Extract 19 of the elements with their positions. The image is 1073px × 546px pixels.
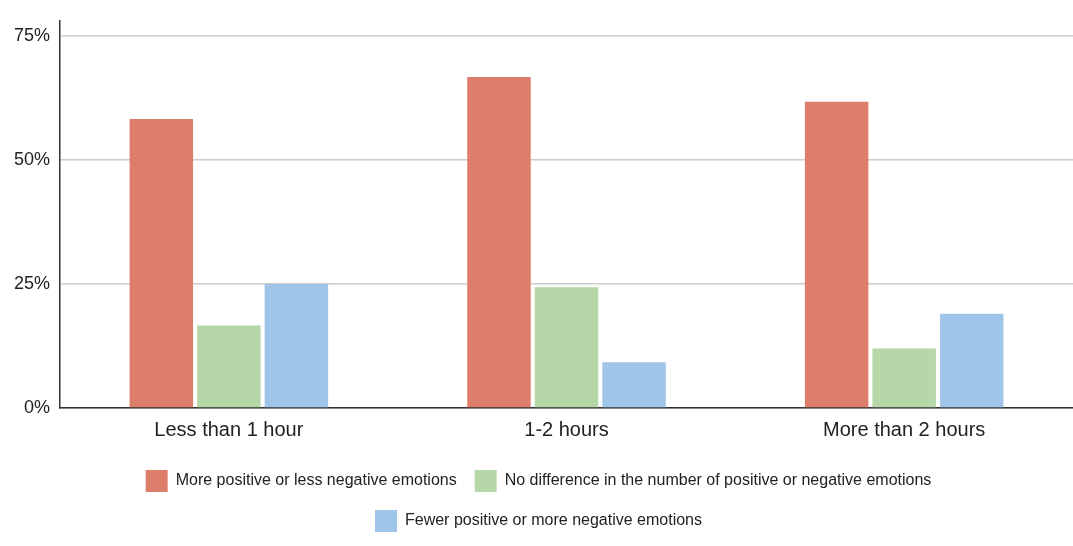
bar [804, 101, 869, 408]
bar [872, 348, 936, 408]
x-tick-label: Less than 1 hour [154, 417, 304, 440]
bar [534, 287, 599, 408]
x-tick-label: 1-2 hours [524, 417, 609, 440]
bar [602, 362, 666, 408]
y-tick-label: 75% [14, 24, 51, 45]
legend-label: More positive or less negative emotions [175, 471, 457, 489]
bar [467, 76, 531, 408]
y-tick-label: 0% [24, 396, 51, 417]
bar [264, 283, 329, 408]
legend-label: Fewer positive or more negative emotions [404, 511, 703, 529]
legend-label: No difference in the number of positive or negative emotions [504, 471, 932, 489]
y-tick-label: 25% [14, 272, 51, 293]
bar [197, 325, 261, 408]
bar [939, 313, 1004, 408]
y-tick-label: 50% [14, 148, 51, 169]
bar [129, 119, 194, 408]
x-tick-label: More than 2 hours [823, 417, 986, 440]
